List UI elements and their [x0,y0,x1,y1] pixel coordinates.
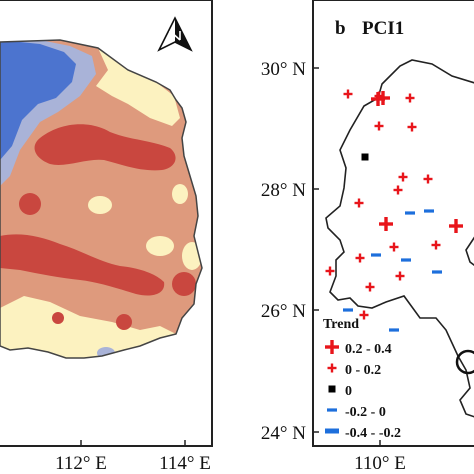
large-plus-marker [376,91,390,105]
small-plus-marker [398,172,408,182]
small-plus-marker [327,363,337,373]
small-plus-marker [354,198,364,208]
small-plus-marker [343,89,353,99]
panel-title: PCI1 [362,18,404,39]
legend-title: Trend [323,317,359,332]
small-plus-marker [325,266,335,276]
small-plus-marker [374,121,384,131]
square-marker [328,385,336,393]
left-x-axis: 112° E 114° E [55,440,211,474]
small-dash-marker [405,211,415,215]
y-tick-label: 28° N [261,180,306,201]
dark-red-spot [172,272,196,296]
dark-red-spot [52,312,64,324]
large-plus-marker [449,219,463,233]
large-plus-marker [325,340,339,354]
y-tick-label: 26° N [261,301,306,322]
small-plus-marker [431,240,441,250]
highlighted-station-ring [455,349,474,375]
x-tick-label: 112° E [55,453,107,474]
legend-label: 0.2 - 0.4 [345,342,392,357]
right-province-outline [325,59,474,418]
small-plus-marker [407,122,417,132]
dark-red-band [34,124,176,171]
blue-region [0,40,76,160]
small-plus-marker [389,242,399,252]
small-plus-marker [423,174,433,184]
legend-label: -0.2 - 0 [345,405,386,420]
small-dash-marker [424,209,434,213]
large-dash-marker [325,428,339,434]
large-plus-marker [379,217,393,231]
small-dash-marker [389,328,399,332]
small-dash-marker [371,253,381,257]
cream-spot [146,236,174,256]
small-plus-marker [365,282,375,292]
small-dash-marker [327,408,337,412]
legend-label: 0 - 0.2 [345,363,381,378]
small-dash-marker [432,270,442,274]
panel-label: b [335,18,346,39]
left-province-fill [0,40,202,358]
cream-spot [88,196,112,214]
y-tick-label: 24° N [261,423,306,444]
x-tick-label: 110° E [354,453,406,474]
small-dash-marker [401,258,411,262]
small-plus-marker [405,93,415,103]
north-arrow-icon [157,16,193,52]
small-plus-marker [395,271,405,281]
x-tick-label: 114° E [159,453,211,474]
square-marker [361,153,369,161]
y-tick-label: 30° N [261,59,306,80]
right-map-panel: b PCI1 30° N 28° N 26° N 24° N 110° E Tr… [261,0,474,474]
dark-red-band [0,234,165,296]
right-y-axis: 30° N 28° N 26° N 24° N [261,59,319,444]
small-dash-marker [343,308,353,312]
cream-region [96,48,180,126]
legend-symbols [325,340,339,434]
station-markers [325,89,463,332]
left-map-panel: 112° E 114° E [0,0,213,474]
small-plus-marker [359,310,369,320]
legend-label: 0 [345,384,352,399]
small-plus-marker [393,185,403,195]
cream-spot [172,184,188,204]
legend-label: -0.4 - -0.2 [345,426,401,441]
trend-legend: Trend 0.2 - 0.4 0 - 0.2 0 -0.2 - 0 -0.4 … [323,317,401,441]
dark-red-spot [19,193,41,215]
cream-region [0,296,176,358]
small-plus-marker [355,253,365,263]
dark-red-spot [116,314,132,330]
right-x-axis: 110° E [354,440,406,474]
